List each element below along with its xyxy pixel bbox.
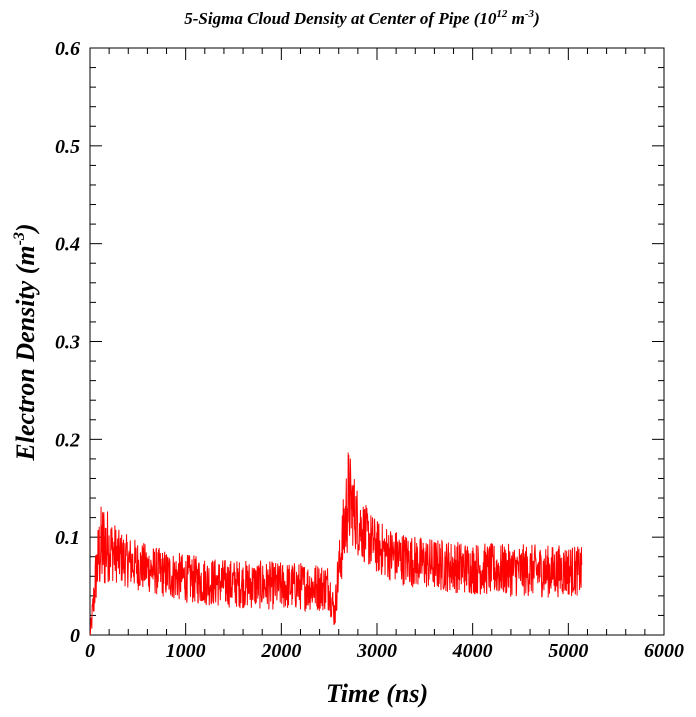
x-tick-label: 2000	[260, 640, 301, 662]
minor-ticks	[90, 48, 664, 635]
chart-title-exponent-2: -3	[525, 8, 535, 20]
y-axis-label-exponent: -3	[11, 232, 28, 245]
x-tick-label: 5000	[548, 640, 588, 662]
chart-title-unit: m	[507, 9, 524, 28]
chart-title: 5-Sigma Cloud Density at Center of Pipe …	[184, 8, 539, 28]
y-tick-label: 0.3	[55, 332, 80, 354]
chart-title-main: 5-Sigma Cloud Density at Center of Pipe …	[184, 9, 497, 28]
y-tick-label: 0.6	[55, 38, 80, 60]
x-tick-label: 4000	[452, 640, 493, 662]
chart-title-exponent-1: 12	[496, 8, 508, 20]
x-tick-label: 1000	[166, 640, 206, 662]
series-line	[89, 452, 583, 636]
y-axis-label-end: )	[11, 223, 40, 234]
x-axis-ticks: 0 1000 2000 3000 4000 5000 6000	[85, 48, 684, 662]
x-tick-label: 6000	[644, 640, 684, 662]
y-tick-label: 0.4	[55, 234, 80, 256]
y-axis-ticks: 0 0.1 0.2 0.3 0.4 0.5 0.6	[55, 38, 664, 647]
x-tick-label: 3000	[356, 640, 397, 662]
chart-title-end: )	[532, 9, 540, 28]
y-tick-label: 0.1	[55, 527, 80, 549]
y-tick-label: 0.2	[55, 429, 80, 451]
y-axis-label-main: Electron Density (m	[11, 245, 40, 461]
series-group	[89, 452, 583, 636]
y-tick-label: 0	[70, 625, 80, 647]
x-axis-label: Time (ns)	[326, 679, 428, 708]
y-tick-label: 0.5	[55, 136, 80, 158]
x-tick-label: 0	[85, 640, 95, 662]
y-axis-label: Electron Density (m-3)	[11, 223, 40, 461]
